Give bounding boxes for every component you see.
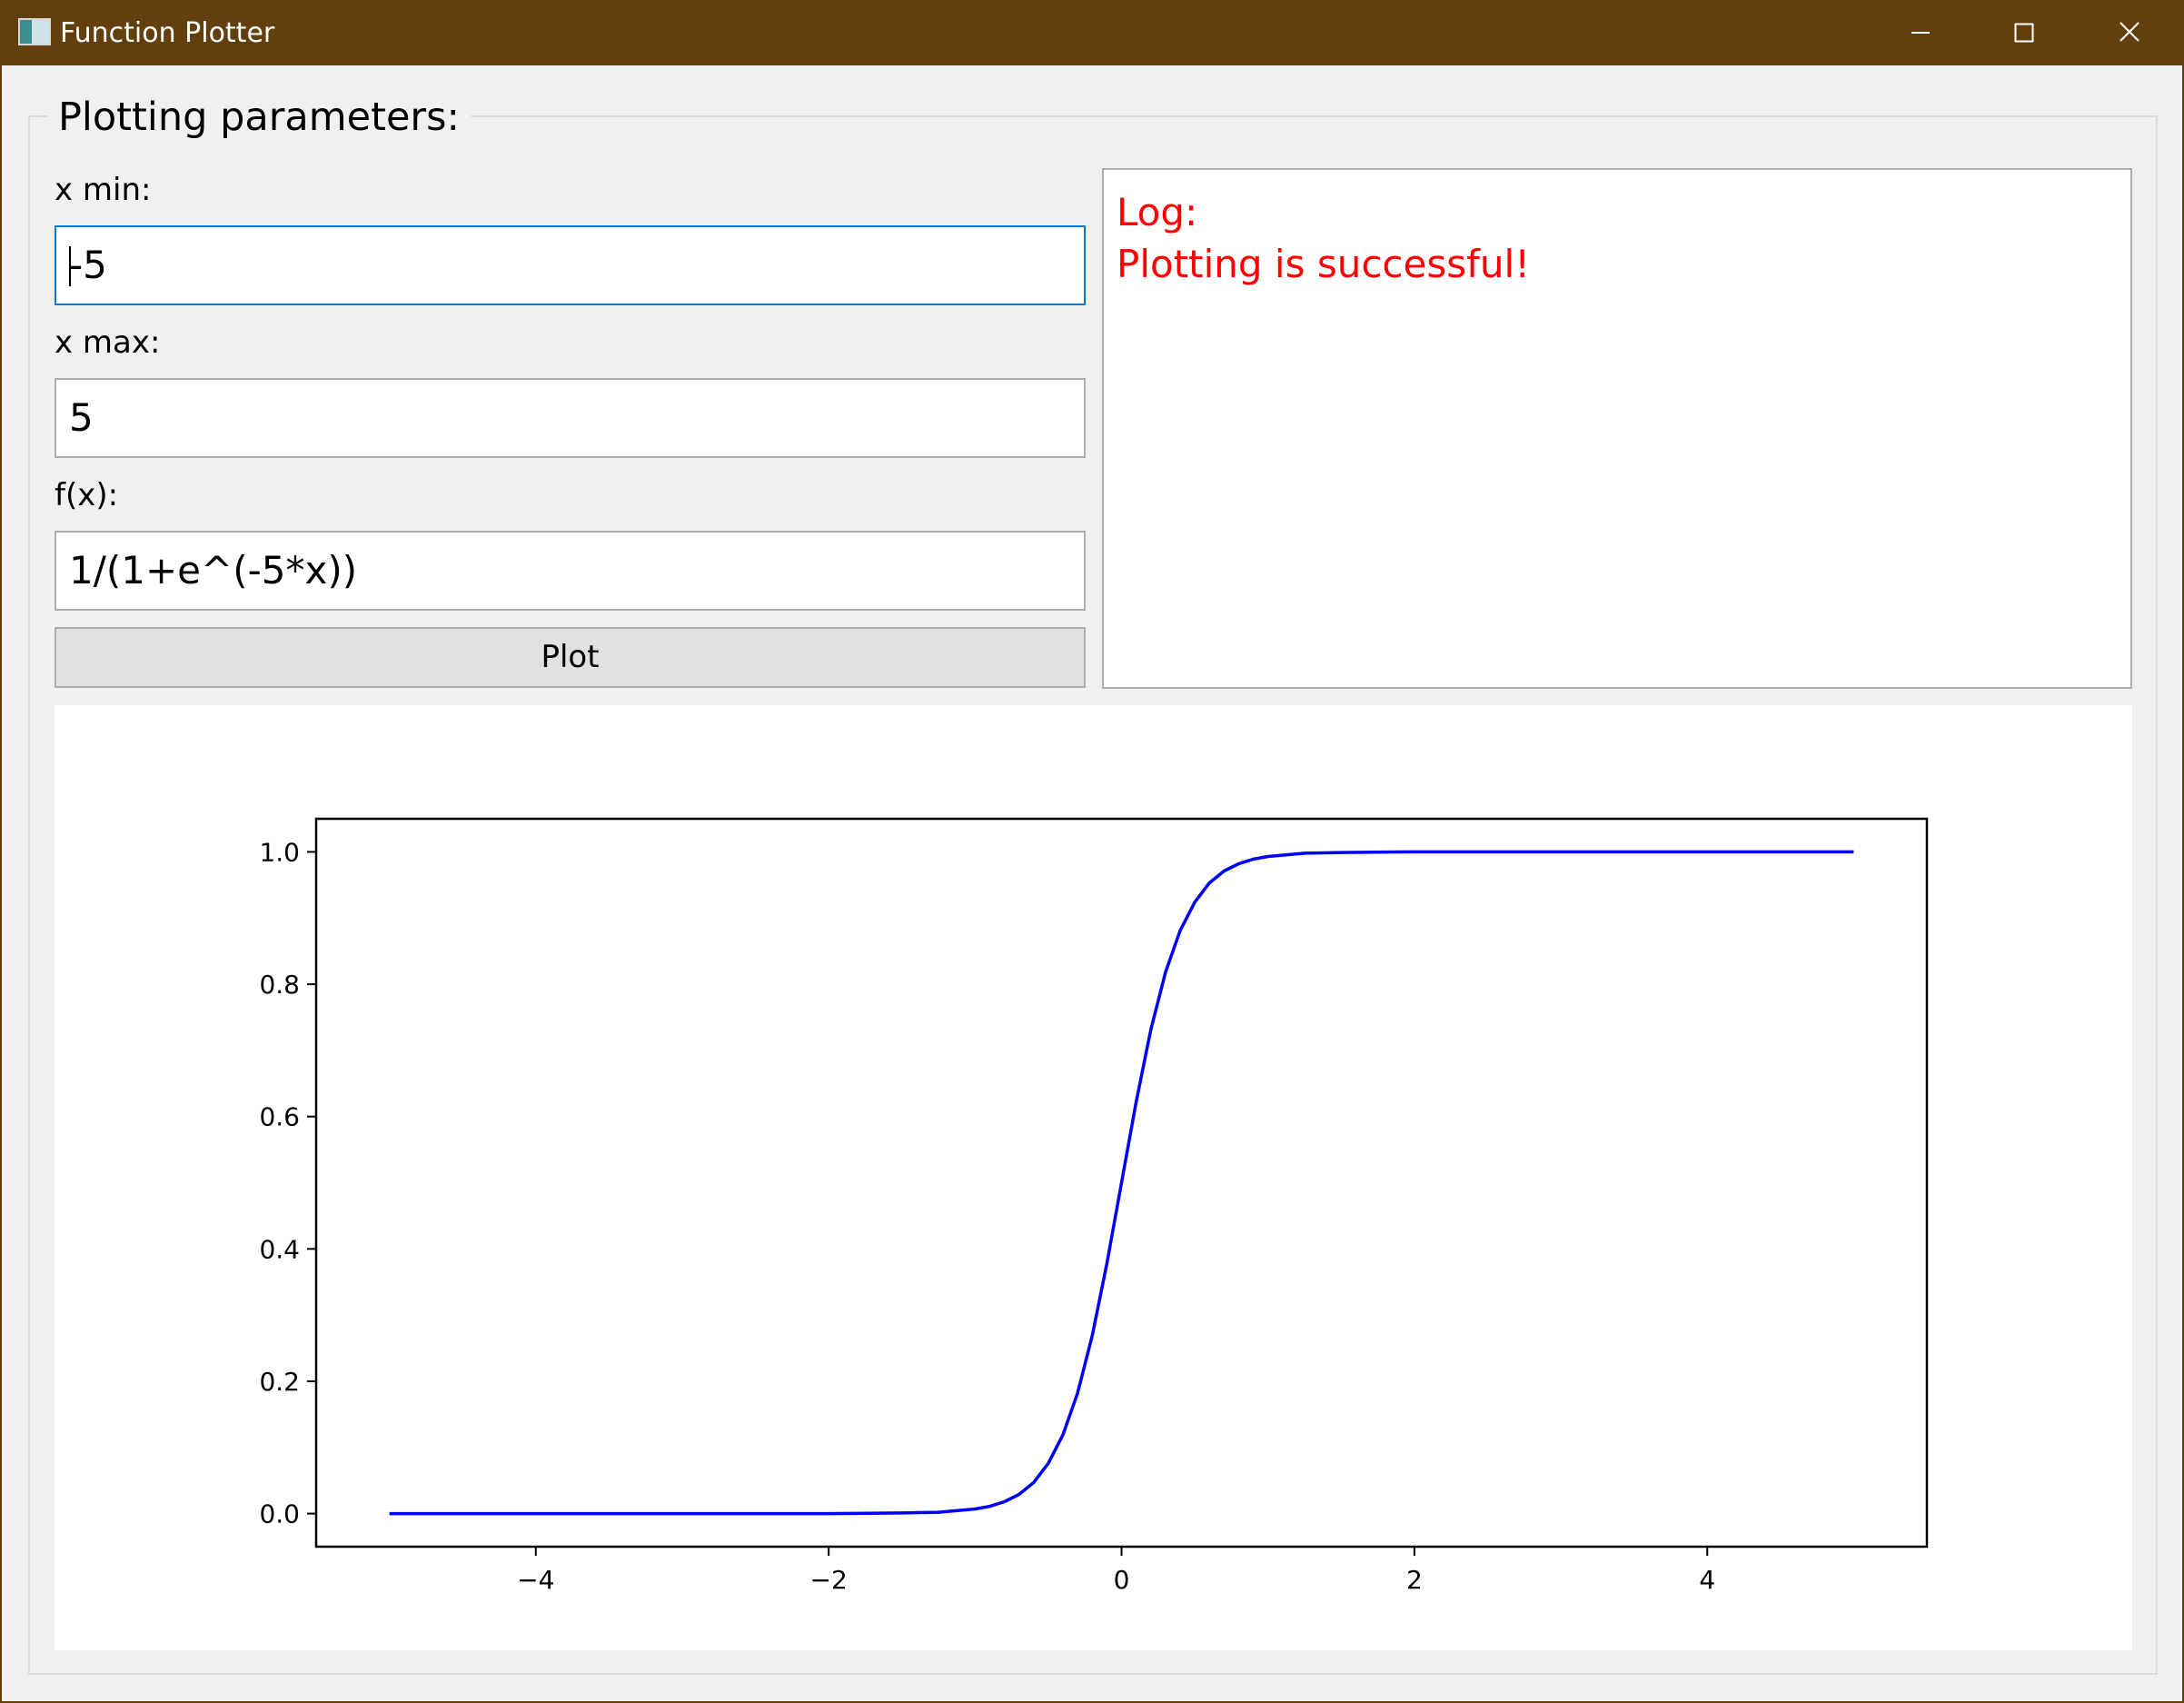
x-tick-label: 4 (1699, 1565, 1715, 1595)
text-caret (69, 245, 71, 286)
xmin-value: -5 (69, 243, 107, 287)
chart-svg: −4 −2 0 2 4 0.0 0.2 0.4 0.6 0.8 1.0 (259, 817, 1929, 1595)
window-title: Function Plotter (60, 17, 275, 49)
series-line (389, 850, 1854, 1516)
y-tick-label: 1.0 (259, 837, 300, 867)
log-message: Plotting is successful! (1117, 242, 1531, 286)
group-title: Plotting parameters: (47, 93, 471, 142)
x-tick-label: −4 (517, 1565, 554, 1595)
plot-button[interactable]: Plot (55, 627, 1086, 688)
minimize-icon (1911, 18, 1931, 50)
xmax-label: x max: (55, 324, 161, 361)
title-bar[interactable]: Function Plotter (2, 2, 2182, 65)
fx-input[interactable]: 1/(1+e^(-5*x)) (55, 531, 1086, 611)
maximize-button[interactable] (1971, 2, 2077, 65)
log-panel[interactable]: Log: Plotting is successful! (1102, 168, 2132, 689)
plot-canvas[interactable]: −4 −2 0 2 4 0.0 0.2 0.4 0.6 0.8 1.0 (55, 705, 2132, 1650)
close-icon (2119, 18, 2140, 50)
fx-label: f(x): (55, 477, 119, 513)
x-tick-label: 0 (1114, 1565, 1130, 1595)
xmax-input[interactable]: 5 (55, 378, 1086, 458)
y-tick-label: 0.8 (259, 970, 300, 1000)
y-tick-label: 0.4 (259, 1234, 300, 1264)
xmin-input[interactable]: -5 (55, 225, 1086, 305)
plotting-parameters-group (28, 115, 2158, 1675)
app-icon (18, 18, 51, 45)
minimize-button[interactable] (1868, 2, 1973, 65)
y-tick-label: 0.6 (259, 1102, 300, 1132)
x-tick-label: 2 (1406, 1565, 1423, 1595)
x-tick-label: −2 (809, 1565, 847, 1595)
xmin-label: x min: (55, 172, 152, 208)
y-tick-label: 0.2 (259, 1367, 300, 1397)
close-button[interactable] (2077, 2, 2182, 65)
maximize-icon (2014, 18, 2034, 50)
log-title: Log: (1117, 190, 1198, 234)
y-tick-label: 0.0 (259, 1499, 300, 1529)
